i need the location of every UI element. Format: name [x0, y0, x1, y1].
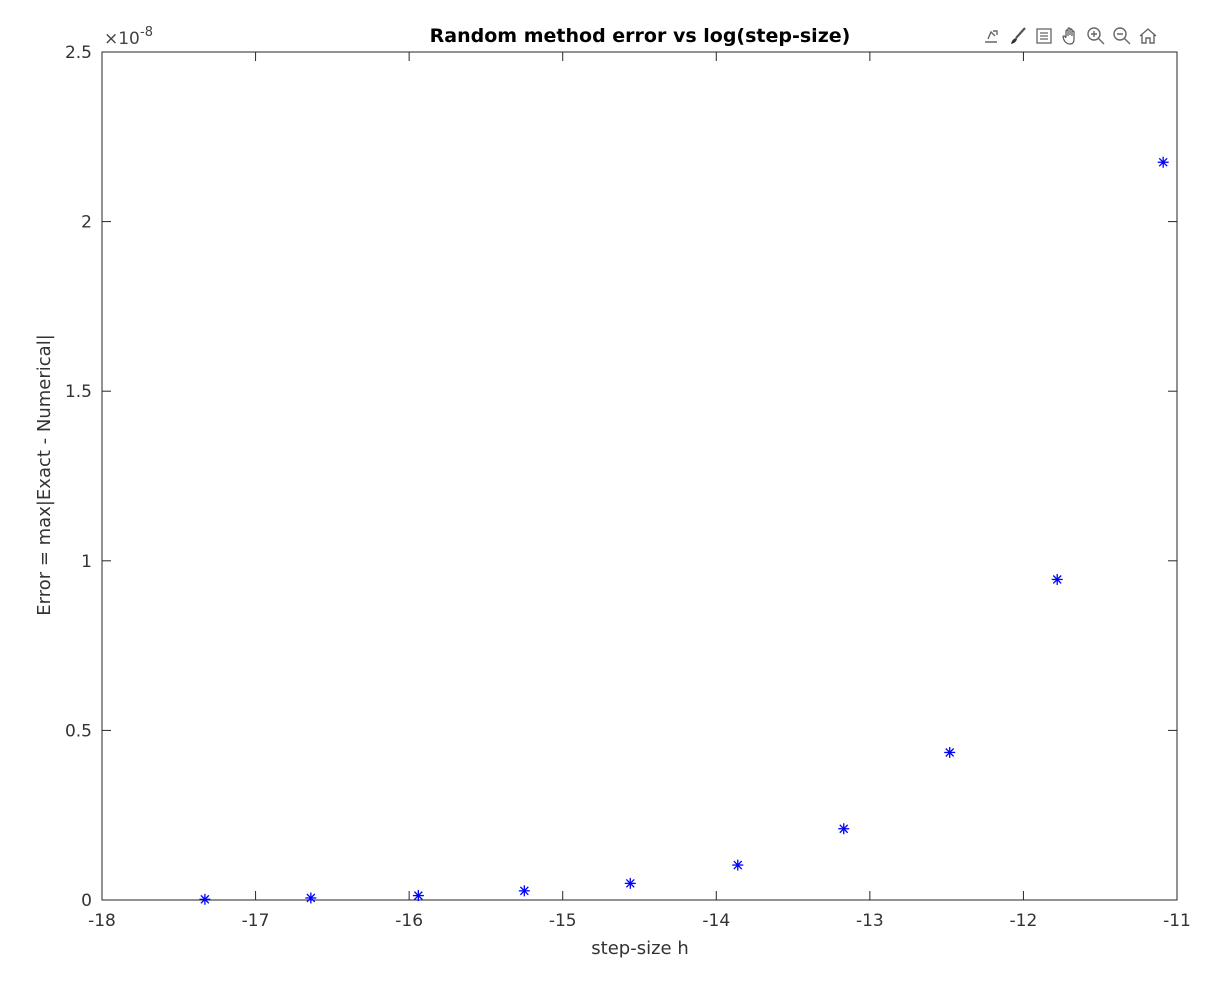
pan-icon — [1062, 27, 1075, 45]
data-point — [838, 823, 850, 835]
zoom-in-icon — [1087, 27, 1105, 45]
axes: -18 -17 -16 -15 -14 -13 -12 -11 0 0.5 1 1.5 2 2.5 — [65, 43, 1191, 931]
data-point — [624, 877, 636, 889]
brush-icon — [1011, 27, 1026, 44]
data-point-stroke — [519, 886, 529, 896]
data-point — [732, 859, 744, 871]
data-point-stroke — [1052, 575, 1062, 584]
y-axis-label: Error = max|Exact - Numerical| — [34, 334, 55, 616]
data-point-stroke — [306, 893, 316, 903]
data-point — [1051, 573, 1063, 585]
y-tick-label: 2 — [81, 213, 92, 233]
y-tick-label: 1.5 — [65, 382, 92, 402]
x-tick-label: -13 — [856, 911, 884, 931]
legend-icon — [1036, 28, 1052, 44]
data-point — [518, 885, 530, 897]
data-point-stroke — [413, 891, 423, 901]
y-exponent-base: ×10 — [104, 29, 140, 49]
legend-button[interactable] — [1032, 24, 1056, 48]
data-point-stroke — [945, 748, 955, 757]
data-marks — [199, 156, 1169, 905]
x-tick-label: -15 — [549, 911, 577, 931]
x-tick-label: -17 — [242, 911, 270, 931]
y-exponent-power: -8 — [140, 25, 153, 40]
export-icon — [985, 30, 998, 43]
y-tick-label: 2.5 — [65, 43, 92, 63]
x-tick-label: -14 — [702, 911, 730, 931]
data-point-stroke — [733, 860, 743, 870]
data-point-stroke — [200, 894, 210, 904]
data-point-stroke — [625, 878, 635, 888]
y-tick-label: 0 — [81, 891, 92, 911]
data-point — [1157, 156, 1169, 168]
data-point — [199, 893, 211, 905]
brush-button[interactable] — [1006, 24, 1030, 48]
zoom-out-button[interactable] — [1110, 24, 1134, 48]
data-point — [305, 892, 317, 904]
zoom-in-button[interactable] — [1084, 24, 1108, 48]
y-tick-label: 0.5 — [65, 721, 92, 741]
chart-title: Random method error vs log(step-size) — [430, 25, 851, 47]
data-point-stroke — [839, 824, 849, 834]
data-point — [944, 746, 956, 758]
home-button[interactable] — [1136, 24, 1160, 48]
axes-toolbar — [980, 22, 1160, 50]
x-tick-label: -12 — [1010, 911, 1038, 931]
data-point — [412, 890, 424, 902]
plot-area — [101, 51, 1178, 901]
y-tick-label: 1 — [81, 552, 92, 572]
export-button[interactable] — [980, 24, 1004, 48]
x-tick-label: -11 — [1163, 911, 1191, 931]
x-tick-label: -16 — [395, 911, 423, 931]
home-icon — [1139, 28, 1157, 44]
x-tick-label: -18 — [88, 911, 116, 931]
data-point-stroke — [1158, 157, 1168, 167]
zoom-out-icon — [1113, 27, 1131, 45]
pan-button[interactable] — [1058, 24, 1082, 48]
x-axis-label: step-size h — [591, 938, 688, 959]
